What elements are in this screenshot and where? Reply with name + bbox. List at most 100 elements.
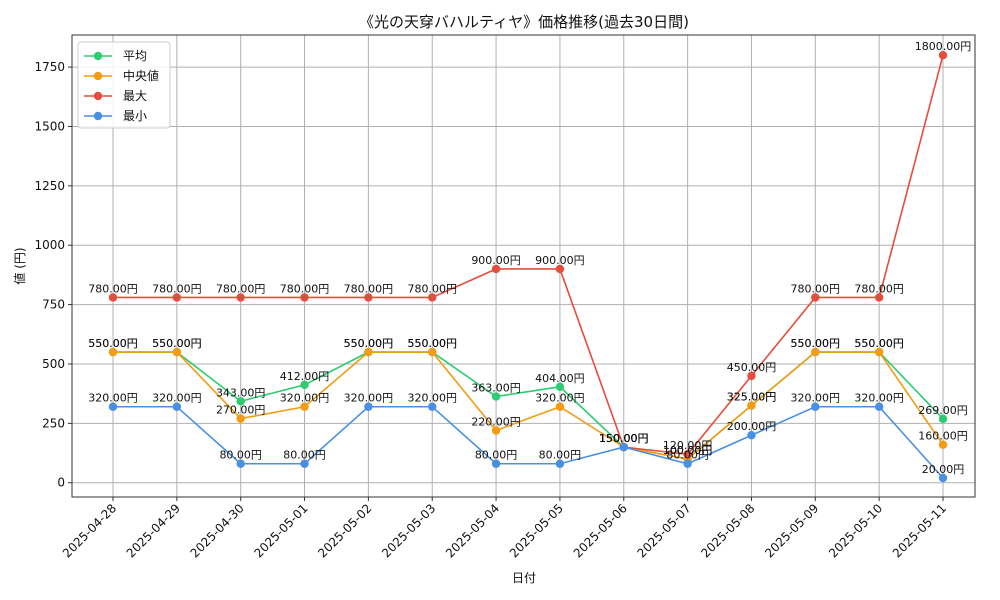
data-label: 780.00円 (791, 282, 841, 295)
data-label: 900.00円 (535, 254, 585, 267)
x-tick-label: 2025-05-09 (762, 501, 821, 560)
data-label: 412.00円 (280, 370, 330, 383)
data-point (236, 293, 245, 302)
data-point (364, 347, 373, 357)
data-label: 269.00円 (918, 404, 968, 417)
data-point (428, 347, 437, 357)
data-label: 220.00円 (471, 415, 521, 428)
data-label: 80.00円 (283, 449, 326, 462)
data-point (364, 402, 373, 411)
data-point (236, 397, 245, 406)
data-point (491, 459, 501, 468)
x-tick-label: 2025-05-11 (890, 501, 949, 560)
y-tick-label: 0 (57, 476, 65, 490)
data-point (236, 414, 245, 423)
data-point (747, 371, 756, 381)
data-point (428, 293, 437, 302)
data-label: 80.00円 (475, 449, 518, 462)
y-tick-label: 250 (42, 416, 65, 430)
data-label: 150.00円 (599, 432, 649, 445)
data-point (300, 380, 309, 390)
data-label: 550.00円 (407, 337, 457, 350)
data-label: 550.00円 (407, 337, 457, 350)
y-tick-label: 750 (42, 298, 65, 312)
data-point (555, 382, 565, 391)
x-tick-label: 2025-04-30 (188, 501, 247, 560)
chart-title: 《光の天穿バハルティヤ》価格推移(過去30日間) (359, 13, 689, 31)
data-point (236, 459, 245, 468)
data-point (938, 473, 948, 483)
x-axis-label: 日付 (512, 571, 536, 585)
data-label: 1800.00円 (915, 40, 972, 53)
data-label: 150.00円 (599, 432, 649, 445)
data-point (555, 402, 565, 411)
data-point (491, 392, 501, 401)
legend-marker (93, 71, 103, 81)
data-point (555, 264, 565, 274)
data-label: 343.00円 (216, 386, 266, 399)
data-label: 550.00円 (791, 337, 841, 350)
data-point (811, 293, 820, 302)
data-point (811, 402, 820, 411)
data-label: 325.00円 (727, 391, 777, 404)
data-label: 325.00円 (727, 391, 777, 404)
data-point (683, 450, 692, 459)
x-tick-label: 2025-05-10 (826, 501, 885, 560)
series-line (113, 351, 944, 460)
x-tick-label: 2025-05-08 (698, 501, 757, 560)
y-axis-label: 値 (円) (12, 247, 27, 284)
data-label: 320.00円 (791, 392, 841, 405)
data-label: 550.00円 (344, 337, 394, 350)
data-point (108, 293, 118, 302)
data-point (300, 293, 309, 302)
data-point (747, 431, 756, 440)
plot-area-frame (71, 34, 976, 498)
data-label: 200.00円 (727, 420, 777, 433)
series-lines (108, 50, 948, 483)
data-label: 320.00円 (152, 392, 202, 405)
data-label: 550.00円 (152, 337, 202, 350)
x-tick-label: 2025-05-06 (571, 501, 630, 560)
y-tick-label: 1250 (34, 179, 65, 193)
data-label: 320.00円 (535, 392, 585, 405)
data-label: 550.00円 (152, 337, 202, 350)
x-tick-label: 2025-05-07 (635, 501, 694, 560)
data-point (938, 414, 948, 424)
x-tick-label: 2025-05-04 (443, 501, 502, 560)
data-point (364, 293, 373, 302)
legend-marker (93, 111, 103, 121)
data-point (683, 459, 692, 468)
data-label: 100.00円 (663, 444, 713, 457)
data-label: 780.00円 (344, 282, 394, 295)
data-label: 363.00円 (471, 382, 521, 395)
x-tick-label: 2025-04-28 (60, 501, 119, 560)
data-point (555, 459, 565, 468)
grid (72, 35, 975, 497)
x-tick-label: 2025-05-05 (507, 501, 566, 560)
data-label: 150.00円 (599, 432, 649, 445)
data-label: 160.00円 (918, 430, 968, 443)
data-label: 550.00円 (854, 337, 904, 350)
data-label: 550.00円 (88, 337, 138, 350)
x-tick-label: 2025-05-02 (315, 501, 374, 560)
data-label: 320.00円 (344, 392, 394, 405)
data-point (108, 402, 118, 411)
data-label: 270.00円 (216, 404, 266, 417)
data-point (938, 440, 948, 449)
data-label: 320.00円 (88, 392, 138, 405)
legend-box (77, 41, 171, 129)
data-label: 320.00円 (280, 392, 330, 405)
data-label: 80.00円 (219, 449, 262, 462)
data-point (491, 426, 501, 435)
data-label: 320.00円 (854, 392, 904, 405)
series-line (113, 54, 944, 456)
data-label: 550.00円 (791, 337, 841, 350)
data-label: 450.00円 (727, 361, 777, 374)
data-point (747, 401, 756, 410)
data-label: 80.00円 (666, 449, 709, 462)
legend-label: 平均 (123, 49, 147, 63)
data-label: 780.00円 (152, 282, 202, 295)
